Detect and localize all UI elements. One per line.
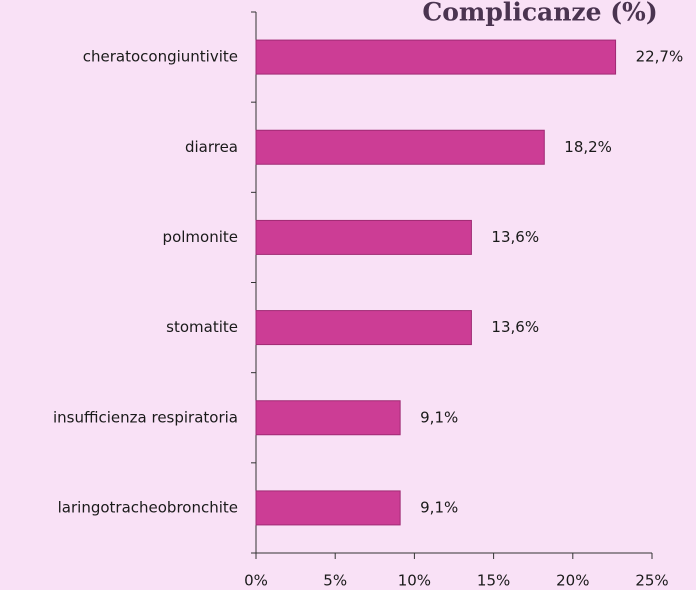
chart-title: Complicanze (%) (422, 0, 657, 27)
y-tick-label: diarrea (185, 138, 238, 156)
bar (255, 400, 401, 436)
bar (255, 310, 472, 346)
x-tick-label: 0% (244, 572, 268, 590)
value-label: 9,1% (420, 408, 458, 426)
x-tick-label: 25% (635, 572, 668, 590)
x-tick-label: 10% (398, 572, 431, 590)
y-tick-label: polmonite (163, 228, 238, 246)
y-tick-label: insufficienza respiratoria (53, 408, 238, 426)
y-tick-label: laringotracheobronchite (58, 498, 238, 516)
x-tick-label: 5% (323, 572, 347, 590)
bar (255, 490, 401, 526)
value-label: 13,6% (491, 318, 539, 336)
x-tick-label: 15% (477, 572, 510, 590)
value-label: 9,1% (420, 498, 458, 516)
x-tick-label: 20% (556, 572, 589, 590)
value-label: 18,2% (564, 138, 612, 156)
value-label: 13,6% (491, 228, 539, 246)
y-tick-label: cheratocongiuntivite (83, 48, 238, 66)
bar (255, 39, 617, 75)
value-label: 22,7% (636, 48, 684, 66)
bar (255, 129, 545, 165)
bar (255, 219, 472, 255)
y-tick-label: stomatite (166, 318, 238, 336)
